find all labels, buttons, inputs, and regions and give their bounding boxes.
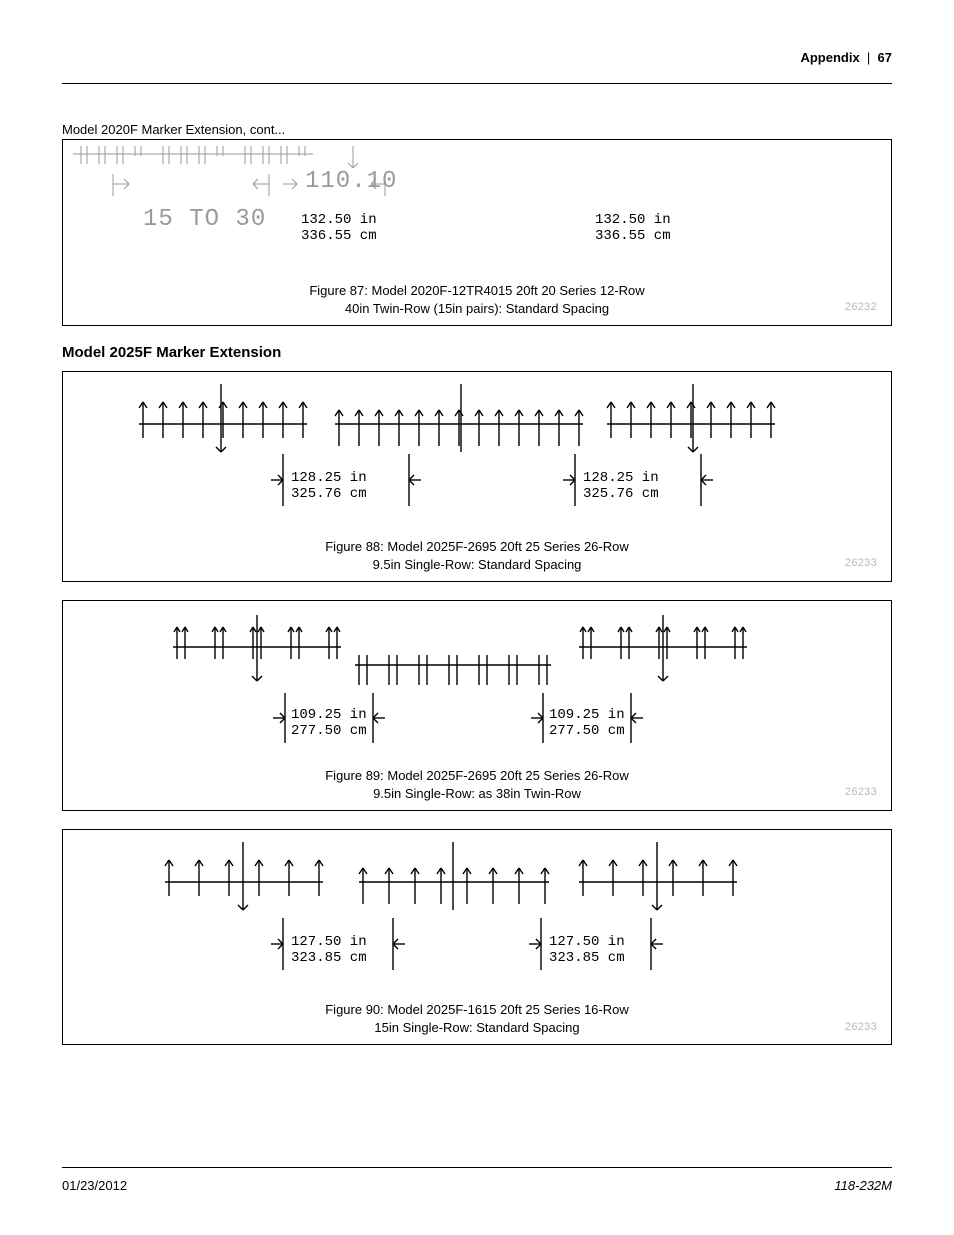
figure-90-svg: [73, 836, 881, 1001]
header-rule: [62, 83, 892, 84]
figure-90-right-cm: 323.85 cm: [549, 950, 625, 966]
figure-88-svg: [73, 378, 881, 538]
figure-87-right-in: 132.50 in: [595, 212, 671, 228]
page: Appendix | 67 Model 2020F Marker Extensi…: [0, 0, 954, 1235]
header-section: Appendix: [800, 50, 859, 65]
footer-doc-number: 118-232M: [834, 1178, 892, 1193]
figure-89-diagram: 109.25 in 277.50 cm 109.25 in 277.50 cm: [73, 607, 881, 767]
figure-89-caption-line1: Figure 89: Model 2025F-2695 20ft 25 Seri…: [325, 768, 629, 783]
figure-90-caption: Figure 90: Model 2025F-1615 20ft 25 Seri…: [73, 1001, 881, 1036]
figure-88-left-cm: 325.76 cm: [291, 486, 367, 502]
figure-88-box: 128.25 in 325.76 cm 128.25 in 325.76 cm …: [62, 371, 892, 582]
figure-87-box: 15 TO 30 110.10 132.50 in 336.55 cm 132.…: [62, 139, 892, 326]
figure-87-right-cm: 336.55 cm: [595, 228, 671, 244]
figure-90-diagram: 127.50 in 323.85 cm 127.50 in 323.85 cm: [73, 836, 881, 1001]
figure-87-caption: Figure 87: Model 2020F-12TR4015 20ft 20 …: [73, 282, 881, 317]
figure-88-caption-line2: 9.5in Single-Row: Standard Spacing: [373, 557, 582, 572]
figure-89-left-in: 109.25 in: [291, 707, 367, 723]
figure-90-id: 26233: [845, 1020, 877, 1035]
page-footer: 01/23/2012 118-232M: [62, 1167, 892, 1193]
figure-90-caption-line2: 15in Single-Row: Standard Spacing: [374, 1020, 579, 1035]
figure-89-svg: [73, 607, 881, 767]
figure-88-id: 26233: [845, 556, 877, 571]
section-heading-2025f: Model 2025F Marker Extension: [62, 344, 892, 361]
figure-88-diagram: 128.25 in 325.76 cm 128.25 in 325.76 cm: [73, 378, 881, 538]
figure-87-left-in: 132.50 in: [301, 212, 377, 228]
figure-90-right-in: 127.50 in: [549, 934, 625, 950]
footer-rule: [62, 1167, 892, 1168]
figure-87-caption-line2: 40in Twin-Row (15in pairs): Standard Spa…: [345, 301, 609, 316]
continuation-label: Model 2020F Marker Extension, cont...: [62, 122, 892, 137]
figure-87-cad-label-2: 110.10: [305, 168, 397, 195]
figure-90-left-in: 127.50 in: [291, 934, 367, 950]
figure-87-diagram: 15 TO 30 110.10 132.50 in 336.55 cm 132.…: [73, 146, 881, 282]
figure-88-caption-line1: Figure 88: Model 2025F-2695 20ft 25 Seri…: [325, 539, 629, 554]
figure-89-box: 109.25 in 277.50 cm 109.25 in 277.50 cm …: [62, 600, 892, 811]
figure-87-left-cm: 336.55 cm: [301, 228, 377, 244]
figure-88-caption: Figure 88: Model 2025F-2695 20ft 25 Seri…: [73, 538, 881, 573]
figure-89-left-cm: 277.50 cm: [291, 723, 367, 739]
header-page-number: 67: [878, 50, 892, 65]
figure-90-left-cm: 323.85 cm: [291, 950, 367, 966]
figure-90-caption-line1: Figure 90: Model 2025F-1615 20ft 25 Seri…: [325, 1002, 629, 1017]
figure-89-right-in: 109.25 in: [549, 707, 625, 723]
figure-89-caption: Figure 89: Model 2025F-2695 20ft 25 Seri…: [73, 767, 881, 802]
figure-88-left-in: 128.25 in: [291, 470, 367, 486]
figure-87-cad-label-1: 15 TO 30: [143, 206, 266, 233]
figure-88-right-cm: 325.76 cm: [583, 486, 659, 502]
figure-90-box: 127.50 in 323.85 cm 127.50 in 323.85 cm …: [62, 829, 892, 1045]
figure-88-right-in: 128.25 in: [583, 470, 659, 486]
page-header: Appendix | 67: [62, 50, 892, 65]
figure-89-id: 26233: [845, 785, 877, 800]
figure-89-caption-line2: 9.5in Single-Row: as 38in Twin-Row: [373, 786, 581, 801]
figure-87-caption-line1: Figure 87: Model 2020F-12TR4015 20ft 20 …: [309, 283, 644, 298]
figure-87-id: 26232: [845, 300, 877, 315]
footer-date: 01/23/2012: [62, 1178, 127, 1193]
figure-89-right-cm: 277.50 cm: [549, 723, 625, 739]
